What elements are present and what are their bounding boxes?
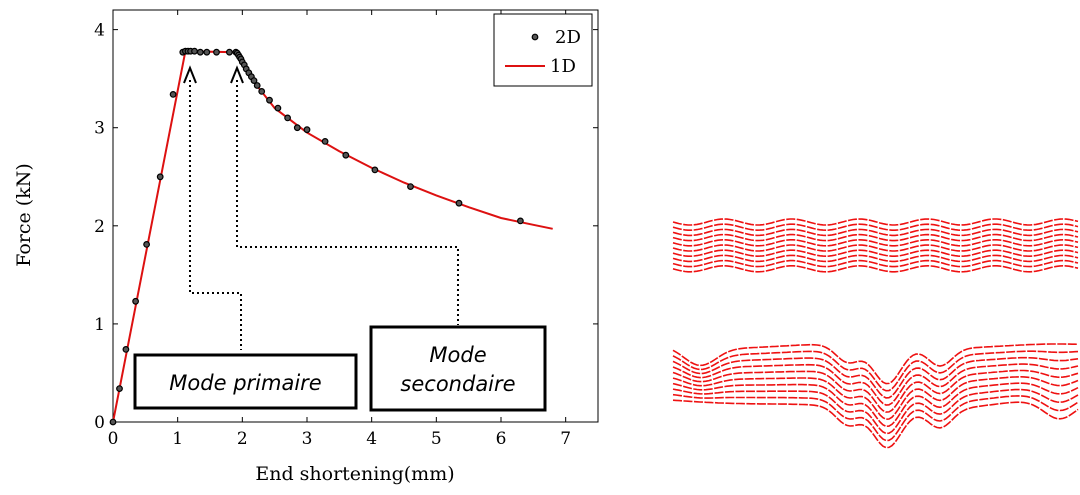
data-point-2d xyxy=(116,385,123,393)
data-point-2d xyxy=(203,48,211,56)
mesh-line xyxy=(672,259,1079,268)
data-point-2d xyxy=(169,90,177,98)
data-point-2d xyxy=(274,104,282,112)
mesh-line xyxy=(672,363,1079,406)
data-point-2d xyxy=(191,47,198,55)
data-point-2d xyxy=(371,166,379,174)
mesh-line xyxy=(672,399,1079,449)
secondary-mode-label-line2: secondaire xyxy=(400,372,515,396)
primary-mode-box: Mode primaire xyxy=(133,353,358,410)
data-point-2d xyxy=(213,48,220,56)
data-point-2d xyxy=(253,82,261,89)
data-point-2d xyxy=(122,346,130,353)
mesh-line xyxy=(672,264,1079,273)
mesh-line xyxy=(672,375,1079,421)
y-tick-label: 4 xyxy=(94,21,105,41)
data-point-2d xyxy=(455,199,463,207)
legend-marker-2d xyxy=(531,33,539,41)
data-point-2d xyxy=(284,114,292,122)
x-tick-label: 6 xyxy=(496,429,507,449)
mesh-line xyxy=(672,249,1079,258)
plot-frame xyxy=(112,9,599,423)
mesh-line xyxy=(672,254,1079,263)
data-point-2d xyxy=(225,48,233,56)
secondary-mode-leader xyxy=(236,80,459,325)
legend-box xyxy=(493,13,593,87)
mesh-line xyxy=(672,233,1079,242)
data-point-2d xyxy=(156,173,164,181)
mesh-line xyxy=(672,218,1079,226)
data-point-2d xyxy=(196,48,204,56)
data-point-2d xyxy=(303,126,311,134)
y-tick-label: 0 xyxy=(94,413,105,433)
primary-mode-arrow xyxy=(183,65,197,84)
mesh-line xyxy=(672,356,1079,399)
secondary-mode-label-line1: Mode xyxy=(429,343,486,367)
y-tick-label: 3 xyxy=(94,119,105,139)
x-tick-label: 2 xyxy=(237,429,248,449)
primary-mode-mesh xyxy=(672,218,1079,273)
x-tick-label: 4 xyxy=(366,429,377,449)
data-point-2d xyxy=(250,77,258,84)
data-point-2d xyxy=(342,151,350,159)
x-tick-label: 7 xyxy=(560,429,571,449)
x-tick-labels: 0 1 2 3 4 5 6 7 xyxy=(108,429,571,449)
series-2d-markers xyxy=(109,47,524,426)
secondary-mode-mesh xyxy=(672,343,1079,449)
mesh-line xyxy=(672,388,1079,435)
data-point-2d xyxy=(109,418,117,426)
mesh-line xyxy=(672,393,1079,442)
data-point-2d xyxy=(517,217,524,225)
y-tick-label: 1 xyxy=(94,315,105,335)
secondary-mode-arrow xyxy=(230,65,244,84)
primary-mode-frame xyxy=(133,353,358,410)
x-tick-label: 5 xyxy=(431,429,442,449)
legend: 2D 1D xyxy=(493,13,593,87)
x-tick-label: 3 xyxy=(302,429,313,449)
mesh-line xyxy=(672,228,1079,237)
mesh-line xyxy=(672,244,1079,252)
y-tick-labels: 0 1 2 3 4 xyxy=(94,21,105,433)
mesh-line xyxy=(672,369,1079,413)
data-point-2d xyxy=(321,137,329,145)
x-axis-label: End shortening(mm) xyxy=(255,463,454,485)
data-point-2d xyxy=(293,124,301,132)
data-point-2d xyxy=(407,183,414,191)
mesh-line xyxy=(672,238,1079,247)
mesh-line xyxy=(672,382,1079,428)
secondary-mode-box: Mode secondaire xyxy=(369,325,547,412)
primary-mode-label: Mode primaire xyxy=(169,371,321,395)
data-point-2d xyxy=(143,240,151,248)
data-point-2d xyxy=(266,96,273,104)
mesh-line xyxy=(672,223,1079,232)
mesh-line xyxy=(672,343,1079,385)
data-point-2d xyxy=(132,297,140,305)
y-tick-label: 2 xyxy=(94,217,105,237)
data-point-2d xyxy=(258,87,266,95)
primary-mode-leader xyxy=(189,80,242,350)
legend-label-2d: 2D xyxy=(555,27,581,48)
x-tick-label: 1 xyxy=(172,429,183,449)
legend-label-1d: 1D xyxy=(550,56,576,77)
mesh-line xyxy=(672,350,1079,392)
secondary-mode-frame xyxy=(369,325,547,412)
x-tick-label: 0 xyxy=(108,429,119,449)
y-axis-label: Force (kN) xyxy=(13,163,35,267)
